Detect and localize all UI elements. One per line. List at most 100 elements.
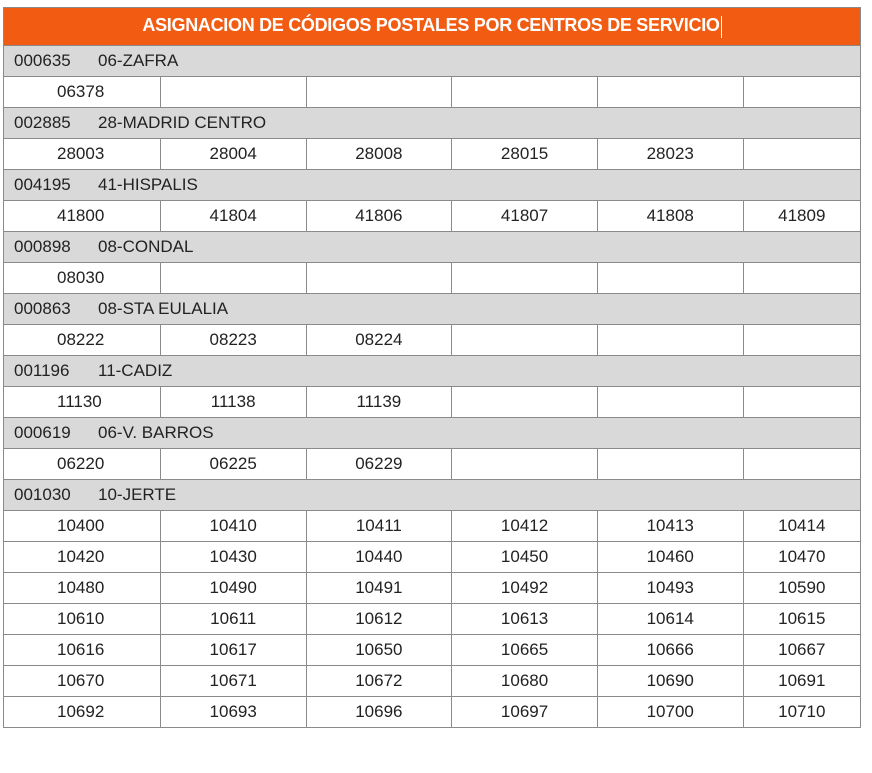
empty-cell[interactable] bbox=[596, 448, 744, 480]
postal-code-cell[interactable]: 10460 bbox=[596, 541, 744, 573]
postal-code-cell[interactable]: 10440 bbox=[305, 541, 453, 573]
postal-code-cell[interactable]: 10490 bbox=[159, 572, 307, 604]
postal-code-cell[interactable]: 10450 bbox=[451, 541, 598, 573]
postal-code-cell[interactable]: 10414 bbox=[742, 510, 862, 542]
empty-cell[interactable] bbox=[596, 386, 744, 418]
group-header-cell[interactable]: 001030 10-JERTE bbox=[3, 479, 861, 511]
empty-cell[interactable] bbox=[742, 262, 862, 294]
postal-code-row: 28003 28004 28008 28015 28023 bbox=[3, 138, 862, 170]
postal-code-cell[interactable]: 10680 bbox=[451, 665, 598, 697]
postal-code-cell[interactable]: 41807 bbox=[451, 200, 598, 232]
postal-code-cell[interactable]: 10693 bbox=[159, 696, 307, 728]
empty-cell[interactable] bbox=[451, 262, 598, 294]
postal-code-cell[interactable]: 41808 bbox=[596, 200, 744, 232]
group-header-row: 000619 06-V. BARROS bbox=[3, 417, 861, 449]
postal-code-cell[interactable]: 10666 bbox=[596, 634, 744, 666]
postal-code-cell[interactable]: 11138 bbox=[159, 386, 307, 418]
postal-code-cell[interactable]: 10710 bbox=[742, 696, 862, 728]
empty-cell[interactable] bbox=[742, 448, 862, 480]
postal-code-cell[interactable]: 08223 bbox=[159, 324, 307, 356]
postal-code-cell[interactable]: 10410 bbox=[159, 510, 307, 542]
postal-code-cell[interactable]: 10420 bbox=[3, 541, 161, 573]
postal-code-cell[interactable]: 41809 bbox=[742, 200, 862, 232]
postal-code-cell[interactable]: 10614 bbox=[596, 603, 744, 635]
postal-code-cell[interactable]: 10617 bbox=[159, 634, 307, 666]
postal-code-row: 11130 11138 11139 bbox=[3, 386, 862, 418]
postal-code-cell[interactable]: 28023 bbox=[596, 138, 744, 170]
group-header-cell[interactable]: 002885 28-MADRID CENTRO bbox=[3, 107, 861, 139]
postal-code-cell[interactable]: 11130 bbox=[3, 386, 161, 418]
postal-code-cell[interactable]: 41804 bbox=[159, 200, 307, 232]
postal-code-cell[interactable]: 10616 bbox=[3, 634, 161, 666]
empty-cell[interactable] bbox=[305, 76, 453, 108]
postal-code-cell[interactable]: 28003 bbox=[3, 138, 161, 170]
empty-cell[interactable] bbox=[305, 262, 453, 294]
empty-cell[interactable] bbox=[451, 448, 598, 480]
postal-code-cell[interactable]: 10493 bbox=[596, 572, 744, 604]
postal-code-cell[interactable]: 10610 bbox=[3, 603, 161, 635]
group-header-cell[interactable]: 000619 06-V. BARROS bbox=[3, 417, 861, 449]
postal-code-cell[interactable]: 10492 bbox=[451, 572, 598, 604]
postal-code-table: ASIGNACION DE CÓDIGOS POSTALES POR CENTR… bbox=[3, 7, 862, 728]
postal-code-cell[interactable]: 10671 bbox=[159, 665, 307, 697]
empty-cell[interactable] bbox=[451, 324, 598, 356]
postal-code-cell[interactable]: 10691 bbox=[742, 665, 862, 697]
postal-code-row: 10692 10693 10696 10697 10700 10710 bbox=[3, 696, 862, 728]
empty-cell[interactable] bbox=[159, 76, 307, 108]
group-header-row: 000863 08-STA EULALIA bbox=[3, 293, 861, 325]
postal-code-cell[interactable]: 10612 bbox=[305, 603, 453, 635]
table-title-cell[interactable]: ASIGNACION DE CÓDIGOS POSTALES POR CENTR… bbox=[3, 7, 861, 46]
empty-cell[interactable] bbox=[742, 138, 862, 170]
empty-cell[interactable] bbox=[451, 76, 598, 108]
empty-cell[interactable] bbox=[742, 324, 862, 356]
group-header-cell[interactable]: 000863 08-STA EULALIA bbox=[3, 293, 861, 325]
group-header-cell[interactable]: 000898 08-CONDAL bbox=[3, 231, 861, 263]
postal-code-cell[interactable]: 28004 bbox=[159, 138, 307, 170]
postal-code-cell[interactable]: 10430 bbox=[159, 541, 307, 573]
postal-code-cell[interactable]: 10650 bbox=[305, 634, 453, 666]
postal-code-cell[interactable]: 10400 bbox=[3, 510, 161, 542]
postal-code-cell[interactable]: 10613 bbox=[451, 603, 598, 635]
postal-code-cell[interactable]: 10590 bbox=[742, 572, 862, 604]
postal-code-cell[interactable]: 08222 bbox=[3, 324, 161, 356]
empty-cell[interactable] bbox=[159, 262, 307, 294]
postal-code-cell[interactable]: 10700 bbox=[596, 696, 744, 728]
postal-code-cell[interactable]: 10692 bbox=[3, 696, 161, 728]
group-header-row: 004195 41-HISPALIS bbox=[3, 169, 861, 201]
postal-code-cell[interactable]: 10491 bbox=[305, 572, 453, 604]
empty-cell[interactable] bbox=[742, 386, 862, 418]
postal-code-cell[interactable]: 28015 bbox=[451, 138, 598, 170]
postal-code-cell[interactable]: 10697 bbox=[451, 696, 598, 728]
postal-code-cell[interactable]: 10411 bbox=[305, 510, 453, 542]
postal-code-cell[interactable]: 10470 bbox=[742, 541, 862, 573]
postal-code-cell[interactable]: 11139 bbox=[305, 386, 453, 418]
postal-code-cell[interactable]: 41806 bbox=[305, 200, 453, 232]
postal-code-cell[interactable]: 10480 bbox=[3, 572, 161, 604]
group-header-cell[interactable]: 001196 11-CADIZ bbox=[3, 355, 861, 387]
empty-cell[interactable] bbox=[596, 324, 744, 356]
postal-code-cell[interactable]: 10696 bbox=[305, 696, 453, 728]
postal-code-cell[interactable]: 10667 bbox=[742, 634, 862, 666]
postal-code-cell[interactable]: 06378 bbox=[3, 76, 161, 108]
postal-code-cell[interactable]: 41800 bbox=[3, 200, 161, 232]
postal-code-cell[interactable]: 10412 bbox=[451, 510, 598, 542]
empty-cell[interactable] bbox=[596, 76, 744, 108]
postal-code-cell[interactable]: 08030 bbox=[3, 262, 161, 294]
postal-code-cell[interactable]: 08224 bbox=[305, 324, 453, 356]
empty-cell[interactable] bbox=[451, 386, 598, 418]
postal-code-cell[interactable]: 10670 bbox=[3, 665, 161, 697]
postal-code-cell[interactable]: 06225 bbox=[159, 448, 307, 480]
postal-code-cell[interactable]: 06229 bbox=[305, 448, 453, 480]
postal-code-cell[interactable]: 06220 bbox=[3, 448, 161, 480]
postal-code-cell[interactable]: 10615 bbox=[742, 603, 862, 635]
empty-cell[interactable] bbox=[742, 76, 862, 108]
group-header-cell[interactable]: 004195 41-HISPALIS bbox=[3, 169, 861, 201]
postal-code-cell[interactable]: 10413 bbox=[596, 510, 744, 542]
postal-code-cell[interactable]: 10672 bbox=[305, 665, 453, 697]
postal-code-cell[interactable]: 10690 bbox=[596, 665, 744, 697]
postal-code-cell[interactable]: 10665 bbox=[451, 634, 598, 666]
group-header-cell[interactable]: 000635 06-ZAFRA bbox=[3, 45, 861, 77]
empty-cell[interactable] bbox=[596, 262, 744, 294]
postal-code-cell[interactable]: 10611 bbox=[159, 603, 307, 635]
postal-code-cell[interactable]: 28008 bbox=[305, 138, 453, 170]
